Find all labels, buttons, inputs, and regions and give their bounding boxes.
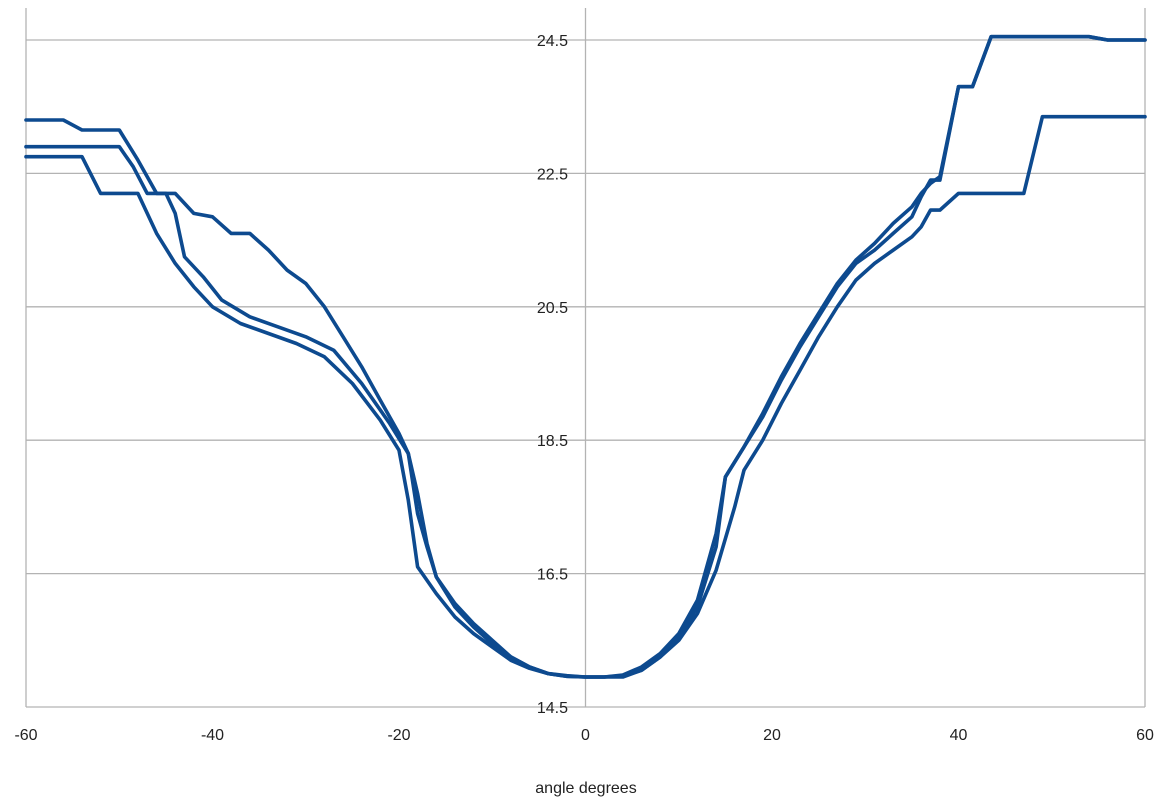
x-tick-label: 40 [950, 727, 968, 744]
x-tick-label: -20 [387, 727, 410, 744]
x-tick-label: -40 [201, 727, 224, 744]
x-tick-label: -60 [14, 727, 37, 744]
x-axis-title: angle degrees [535, 780, 636, 797]
series-group [24, 34, 1147, 679]
y-tick-label: 18.5 [537, 433, 568, 450]
x-tick-labels: -60 -40 -20 0 20 40 60 [14, 727, 1154, 744]
y-tick-label: 22.5 [537, 166, 568, 183]
y-tick-label: 24.5 [537, 33, 568, 50]
y-tick-labels: 14.5 16.5 18.5 20.5 22.5 24.5 [537, 33, 568, 717]
series-line-3 [24, 34, 1147, 679]
x-tick-label: 20 [763, 727, 781, 744]
x-tick-label: 0 [581, 727, 590, 744]
y-tick-label: 14.5 [537, 700, 568, 717]
y-tick-label: 16.5 [537, 567, 568, 584]
x-tick-label: 60 [1136, 727, 1154, 744]
y-tick-label: 20.5 [537, 300, 568, 317]
axes [25, 8, 1146, 708]
